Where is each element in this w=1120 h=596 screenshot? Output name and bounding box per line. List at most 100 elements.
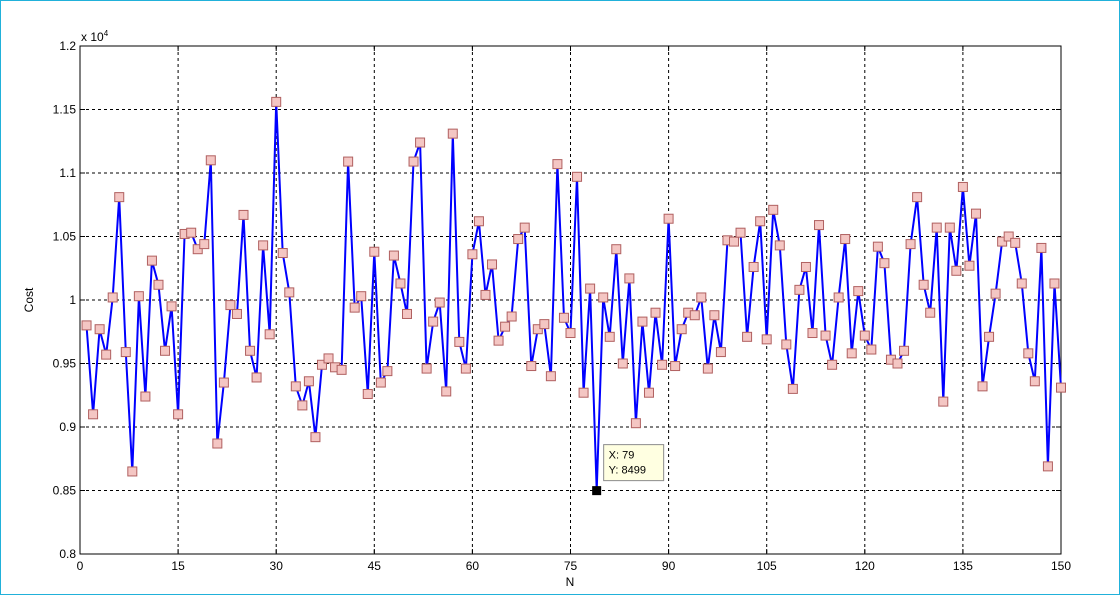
data-point[interactable] <box>715 347 726 358</box>
data-point[interactable] <box>925 307 936 318</box>
data-point[interactable] <box>774 240 785 251</box>
data-point[interactable] <box>585 283 596 294</box>
data-point[interactable] <box>604 331 615 342</box>
data-point[interactable] <box>408 156 419 167</box>
data-point[interactable] <box>1049 278 1060 289</box>
data-point[interactable] <box>526 361 537 372</box>
data-point[interactable] <box>114 192 125 203</box>
data-point[interactable] <box>853 286 864 297</box>
data-point[interactable] <box>768 204 779 215</box>
data-point[interactable] <box>918 279 929 290</box>
data-point[interactable] <box>964 260 975 271</box>
data-point[interactable] <box>624 273 635 284</box>
data-point[interactable] <box>160 345 171 356</box>
data-point[interactable] <box>284 287 295 298</box>
data-point[interactable] <box>120 347 131 358</box>
data-point[interactable] <box>349 302 360 313</box>
data-point[interactable] <box>970 208 981 219</box>
data-point[interactable] <box>846 348 857 359</box>
data-point[interactable] <box>166 301 177 312</box>
data-point[interactable] <box>840 234 851 245</box>
data-point[interactable] <box>297 400 308 411</box>
data-point[interactable] <box>356 291 367 302</box>
data-point[interactable] <box>140 391 151 402</box>
data-point[interactable] <box>676 324 687 335</box>
data-point[interactable] <box>473 216 484 227</box>
data-point[interactable] <box>251 372 262 383</box>
data-point[interactable] <box>258 240 269 251</box>
data-point[interactable] <box>578 387 589 398</box>
data-point[interactable] <box>532 324 543 335</box>
data-point[interactable] <box>689 310 700 321</box>
data-point[interactable] <box>931 222 942 233</box>
data-point[interactable] <box>820 330 831 341</box>
data-point[interactable] <box>487 259 498 270</box>
data-point[interactable] <box>506 311 517 322</box>
data-point[interactable] <box>617 358 628 369</box>
data-point[interactable] <box>277 248 288 259</box>
data-point[interactable] <box>742 331 753 342</box>
data-point[interactable] <box>637 316 648 327</box>
data-point[interactable] <box>467 249 478 260</box>
data-point[interactable] <box>1023 348 1034 359</box>
data-point[interactable] <box>1056 382 1066 393</box>
data-point[interactable] <box>643 387 654 398</box>
data-point[interactable] <box>702 363 713 374</box>
data-point[interactable] <box>663 213 674 224</box>
data-point[interactable] <box>199 239 210 250</box>
data-point[interactable] <box>303 376 314 387</box>
data-point[interactable] <box>271 96 282 107</box>
data-point[interactable] <box>938 396 949 407</box>
data-point[interactable] <box>434 297 445 308</box>
data-point[interactable] <box>1010 237 1021 248</box>
data-point[interactable] <box>598 292 609 303</box>
data-point[interactable] <box>362 388 373 399</box>
data-point[interactable] <box>290 381 301 392</box>
data-point[interactable] <box>493 335 504 346</box>
data-point[interactable] <box>231 308 242 319</box>
data-point[interactable] <box>912 192 923 203</box>
data-point[interactable] <box>735 227 746 238</box>
data-point[interactable] <box>1029 376 1040 387</box>
data-point[interactable] <box>997 236 1008 247</box>
data-point[interactable] <box>133 291 144 302</box>
data-point[interactable] <box>415 137 426 148</box>
data-point[interactable] <box>794 284 805 295</box>
data-point[interactable] <box>872 241 883 252</box>
data-point[interactable] <box>657 359 668 370</box>
data-point[interactable] <box>94 324 105 335</box>
data-point[interactable] <box>696 292 707 303</box>
data-point[interactable] <box>572 171 583 182</box>
data-point[interactable] <box>1042 461 1053 472</box>
data-point[interactable] <box>310 432 321 443</box>
data-point[interactable] <box>650 307 661 318</box>
data-point[interactable] <box>670 361 681 372</box>
data-point[interactable] <box>238 209 249 220</box>
data-point[interactable] <box>558 312 569 323</box>
data-point[interactable] <box>218 377 229 388</box>
data-point[interactable] <box>316 359 327 370</box>
data-point[interactable] <box>519 222 530 233</box>
data-point[interactable] <box>892 358 903 369</box>
data-point[interactable] <box>800 261 811 272</box>
data-point[interactable] <box>369 246 380 257</box>
data-point[interactable] <box>101 349 112 360</box>
data-point[interactable] <box>375 377 386 388</box>
data-point[interactable] <box>1016 278 1027 289</box>
data-point[interactable] <box>447 128 458 139</box>
data-point[interactable] <box>127 466 138 477</box>
data-point[interactable] <box>402 308 412 319</box>
data-point[interactable] <box>630 418 641 429</box>
data-point[interactable] <box>441 386 452 397</box>
data-point[interactable] <box>859 330 870 341</box>
data-point[interactable] <box>460 363 471 374</box>
data-point[interactable] <box>88 409 99 420</box>
data-point[interactable] <box>513 234 524 245</box>
data-point[interactable] <box>245 345 256 356</box>
data-point[interactable] <box>827 359 838 370</box>
data-point[interactable] <box>951 265 962 276</box>
data-point[interactable] <box>565 328 576 339</box>
data-point[interactable] <box>107 292 118 303</box>
data-point[interactable] <box>552 159 563 170</box>
data-point[interactable] <box>146 255 157 266</box>
